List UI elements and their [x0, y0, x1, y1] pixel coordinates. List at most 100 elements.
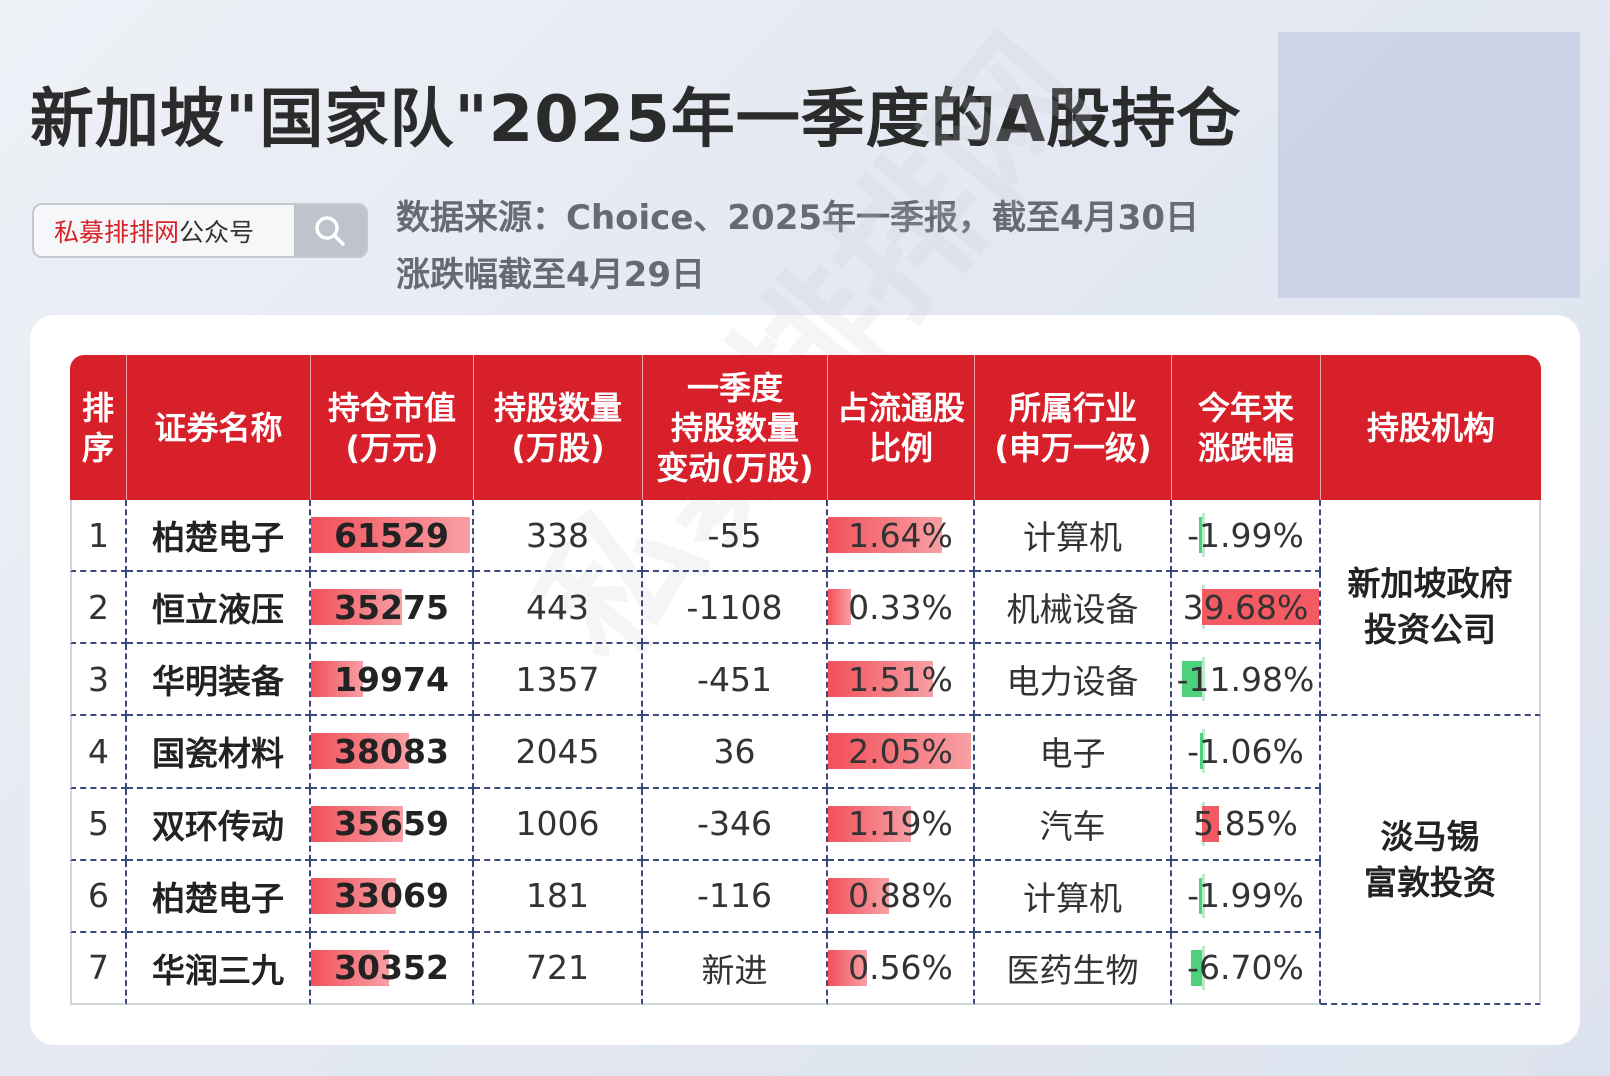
header-line: 持股数量 [493, 388, 622, 427]
header-line: 比例 [868, 428, 933, 467]
cell-ytd: -11.98% [1172, 644, 1321, 717]
cell-change: 新进 [643, 932, 828, 1005]
cell-name: 柏楚电子 [127, 860, 311, 933]
table-row: 7 华润三九 30352 721 新进 0.56% 医药生物 -6.70% [70, 932, 1541, 1005]
cell-industry: 计算机 [975, 500, 1172, 573]
table-row: 5 双环传动 35659 1006 -346 1.19% 汽车 5.85% [70, 788, 1541, 861]
ytd-bar [1200, 733, 1204, 770]
search-button[interactable] [294, 205, 366, 256]
decorative-panel [1278, 32, 1580, 298]
institution-line: 新加坡政府 [1347, 564, 1513, 604]
header-line: 变动(万股) [656, 448, 814, 487]
cell-shares: 181 [474, 860, 643, 933]
cell-industry: 医药生物 [975, 932, 1172, 1005]
table-row: 3 华明装备 19974 1357 -451 1.51% 电力设备 -11.98% [70, 644, 1541, 717]
cell-ytd: 5.85% [1172, 788, 1321, 861]
cell-rank: 2 [70, 572, 127, 645]
ratio-text: 1.64% [848, 515, 953, 555]
cell-shares: 721 [474, 932, 643, 1005]
data-source: 数据来源：Choice、2025年一季报，截至4月30日 涨跌幅截至4月29日 [396, 190, 1199, 304]
header-line: 持股机构 [1366, 408, 1495, 447]
header-col-industry: 所属行业 (申万一级) [975, 355, 1172, 500]
cell-industry: 计算机 [975, 860, 1172, 933]
cell-market-value: 61529 [311, 500, 474, 573]
market-value-bar [311, 805, 404, 842]
cell-ratio: 0.33% [828, 572, 975, 645]
cell-rank: 1 [70, 500, 127, 573]
header-col-rank: 排序 [70, 355, 127, 500]
header-line: (万元) [345, 428, 439, 467]
cell-shares: 1357 [474, 644, 643, 717]
ytd-zero-line [1202, 657, 1205, 702]
ytd-text: -1.06% [1187, 731, 1304, 771]
header-line: 序 [81, 428, 114, 467]
cell-name: 华明装备 [127, 644, 311, 717]
cell-name: 国瓷材料 [127, 716, 311, 789]
cell-ytd: -6.70% [1172, 932, 1321, 1005]
market-value-text: 30352 [334, 948, 449, 988]
header-col-change: 一季度 持股数量 变动(万股) [643, 355, 828, 500]
cell-industry: 汽车 [975, 788, 1172, 861]
header-col-ytd: 今年来 涨跌幅 [1172, 355, 1321, 500]
header-line: 持仓市值 [327, 388, 456, 427]
cell-ytd: 39.68% [1172, 572, 1321, 645]
cell-market-value: 35275 [311, 572, 474, 645]
ratio-text: 1.19% [848, 804, 953, 844]
ytd-bar [1198, 877, 1202, 914]
header-line: 证券名称 [154, 408, 283, 447]
ratio-bar [828, 733, 971, 770]
source-line-1: 数据来源：Choice、2025年一季报，截至4月30日 [396, 198, 1199, 238]
market-value-bar [311, 661, 363, 698]
header-line: 持股数量 [670, 408, 799, 447]
header-col-shares: 持股数量 (万股) [474, 355, 643, 500]
table-row: 4 国瓷材料 38083 2045 36 2.05% 电子 -1.06% 淡马锡 富敦投资 [70, 716, 1541, 1005]
institution-line: 淡马锡 [1380, 816, 1480, 856]
ytd-bar [1202, 805, 1220, 842]
cell-institution: 新加坡政府 投资公司 [1321, 500, 1541, 717]
cell-change: 36 [643, 716, 828, 789]
cell-rank: 6 [70, 860, 127, 933]
ytd-text: -11.98% [1176, 659, 1315, 699]
header-col-ratio: 占流通股 比例 [828, 355, 975, 500]
ytd-zero-line [1202, 945, 1205, 990]
market-value-text: 61529 [334, 515, 449, 555]
ratio-text: 0.33% [848, 587, 953, 627]
cell-market-value: 38083 [311, 716, 474, 789]
header-col-institution: 持股机构 [1321, 355, 1541, 500]
cell-name: 双环传动 [127, 788, 311, 861]
header-col-name: 证券名称 [127, 355, 311, 500]
market-value-bar [311, 517, 470, 554]
header-line: (万股) [511, 428, 605, 467]
header-line: 占流通股 [836, 388, 965, 427]
brand-name: 私募排排网 [54, 217, 180, 247]
search-box[interactable]: 私募排排网 公众号 [32, 203, 368, 258]
cell-market-value: 35659 [311, 788, 474, 861]
table-body: 1 柏楚电子 61529 338 -55 1.64% 计算机 -1.99% 新加坡政府 投资公司 2… [70, 500, 1541, 1005]
market-value-bar [311, 949, 390, 986]
ytd-text: -1.99% [1187, 515, 1304, 555]
ytd-bar [1190, 949, 1202, 986]
cell-shares: 338 [474, 500, 643, 573]
cell-ratio: 1.51% [828, 644, 975, 717]
ratio-text: 1.51% [848, 659, 953, 699]
search-box-text: 私募排排网 公众号 [34, 205, 294, 256]
cell-rank: 5 [70, 788, 127, 861]
market-value-text: 35659 [334, 804, 449, 844]
cell-ratio: 1.64% [828, 500, 975, 573]
cell-change: -55 [643, 500, 828, 573]
header-line: 今年来 [1197, 388, 1294, 427]
cell-ytd: -1.99% [1172, 500, 1321, 573]
market-value-text: 19974 [334, 659, 449, 699]
source-line-2: 涨跌幅截至4月29日 [396, 255, 705, 295]
ratio-bar [828, 949, 868, 986]
header-line: 涨跌幅 [1197, 428, 1294, 467]
cell-market-value: 30352 [311, 932, 474, 1005]
cell-name: 柏楚电子 [127, 500, 311, 573]
header-line: (申万一级) [994, 428, 1152, 467]
cell-market-value: 19974 [311, 644, 474, 717]
search-icon [315, 215, 345, 246]
ratio-text: 0.88% [848, 876, 953, 916]
cell-rank: 7 [70, 932, 127, 1005]
ytd-text: 5.85% [1193, 804, 1298, 844]
ratio-bar [828, 877, 890, 914]
